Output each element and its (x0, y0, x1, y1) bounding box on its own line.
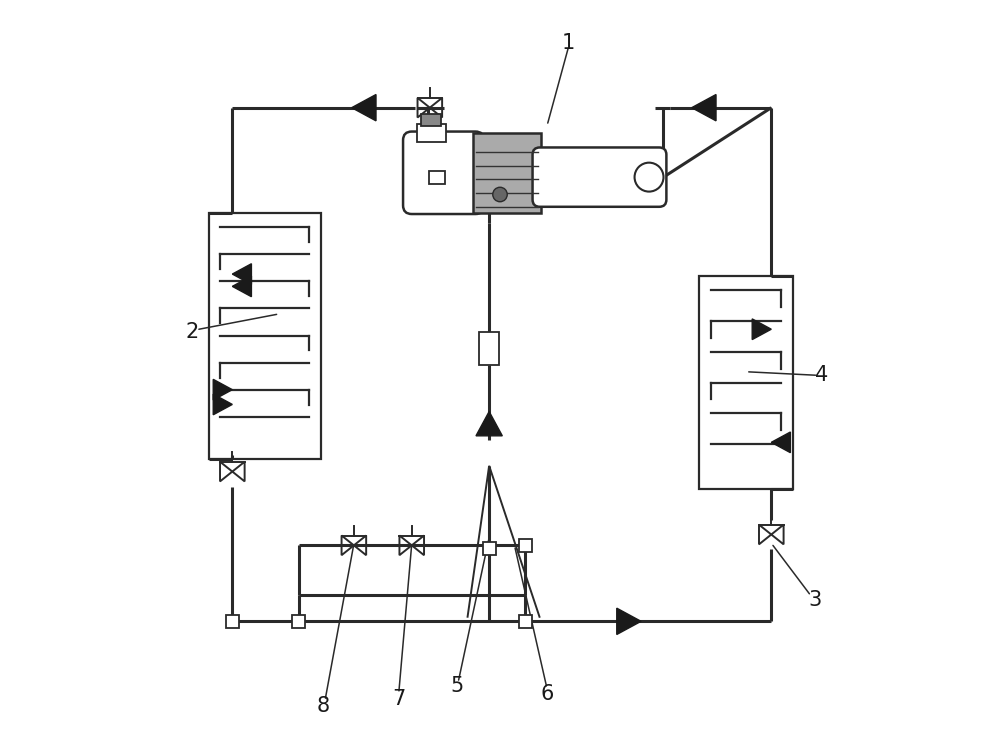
Polygon shape (771, 432, 790, 453)
Bar (483, 542, 496, 555)
Bar (519, 539, 532, 552)
Text: 2: 2 (186, 322, 199, 342)
Bar (226, 615, 239, 628)
Polygon shape (232, 276, 251, 297)
Text: 1: 1 (562, 33, 575, 52)
Polygon shape (692, 95, 716, 121)
Bar (473, 133, 541, 213)
Bar (421, 114, 441, 126)
Circle shape (635, 163, 663, 192)
Text: 4: 4 (815, 365, 829, 386)
Bar (292, 615, 305, 628)
Polygon shape (617, 608, 641, 634)
Bar (429, 171, 445, 184)
Polygon shape (752, 319, 771, 340)
FancyBboxPatch shape (533, 147, 666, 207)
Text: 7: 7 (392, 689, 405, 709)
FancyBboxPatch shape (403, 131, 484, 214)
Polygon shape (213, 394, 232, 415)
Bar (479, 332, 499, 365)
Polygon shape (352, 95, 376, 121)
Text: 8: 8 (316, 696, 329, 716)
Text: 3: 3 (808, 590, 821, 609)
Bar (519, 615, 532, 628)
Bar (209, 213, 321, 459)
Polygon shape (232, 264, 251, 284)
Circle shape (493, 187, 507, 202)
Polygon shape (476, 412, 502, 436)
Text: 6: 6 (540, 684, 554, 703)
Polygon shape (213, 379, 232, 400)
Bar (699, 276, 793, 489)
Bar (417, 125, 446, 141)
Text: 5: 5 (450, 677, 463, 696)
